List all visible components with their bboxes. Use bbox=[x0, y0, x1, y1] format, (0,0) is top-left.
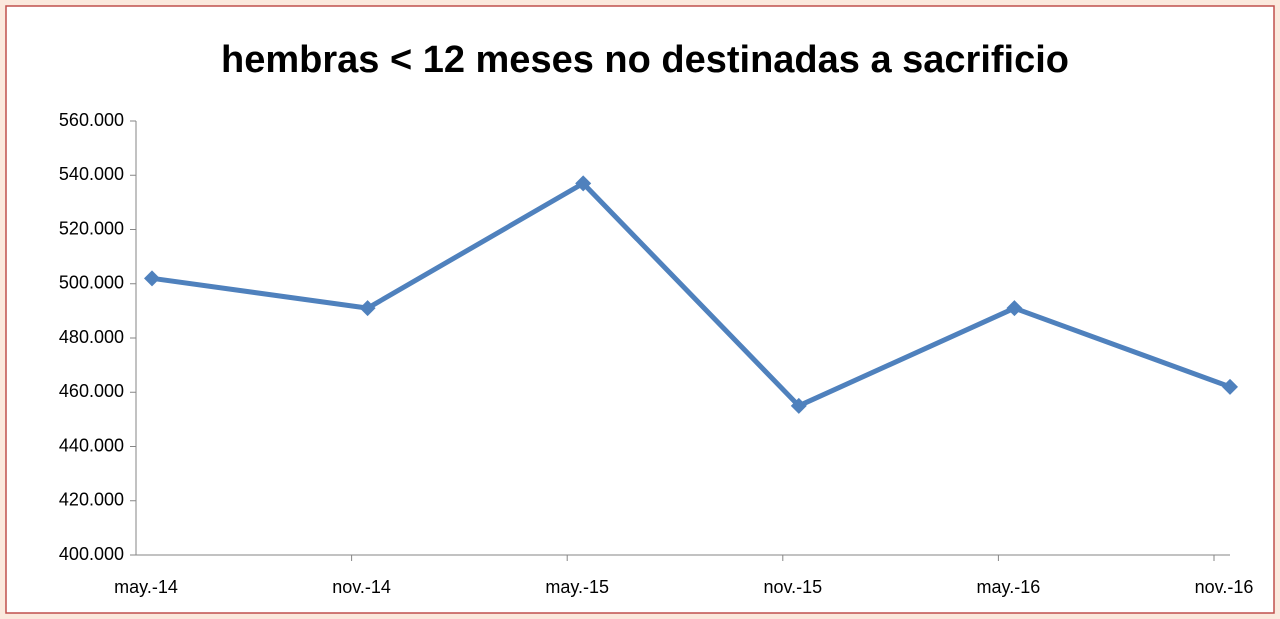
y-tick-label: 520.000 bbox=[59, 218, 124, 238]
y-tick-label: 460.000 bbox=[59, 381, 124, 401]
y-tick-label: 420.000 bbox=[59, 490, 124, 510]
marker bbox=[790, 397, 807, 414]
x-tick-label: may.-16 bbox=[977, 577, 1041, 597]
y-tick-label: 400.000 bbox=[59, 544, 124, 564]
chart-title: hembras < 12 meses no destinadas a sacri… bbox=[221, 39, 1069, 81]
y-tick-label: 540.000 bbox=[59, 164, 124, 184]
marker bbox=[144, 270, 160, 287]
x-tick-label: may.-15 bbox=[545, 577, 609, 597]
marker bbox=[359, 300, 376, 317]
y-tick-label: 480.000 bbox=[59, 327, 124, 347]
marker bbox=[575, 175, 592, 192]
x-tick-label: may.-14 bbox=[114, 577, 178, 597]
y-tick-label: 440.000 bbox=[59, 435, 124, 455]
marker bbox=[1006, 300, 1023, 317]
x-tick-label: nov.-16 bbox=[1195, 577, 1254, 597]
chart-area bbox=[5, 5, 1275, 614]
x-tick-label: nov.-15 bbox=[763, 577, 822, 597]
y-tick-label: 500.000 bbox=[59, 273, 124, 293]
marker bbox=[1222, 378, 1238, 395]
x-tick-label: nov.-14 bbox=[332, 577, 391, 597]
y-tick-label: 560.000 bbox=[59, 110, 124, 130]
line bbox=[151, 180, 1231, 409]
